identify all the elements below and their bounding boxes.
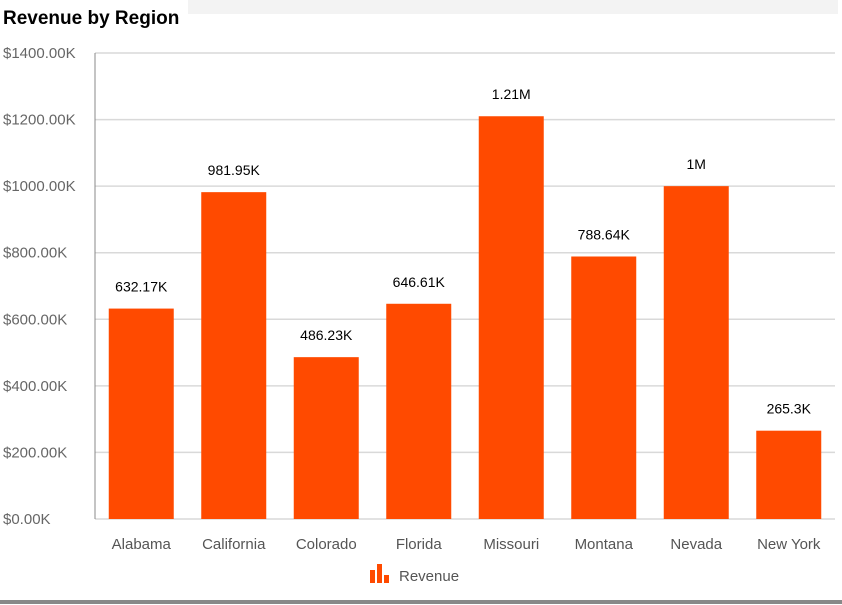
bottom-border [0,600,842,604]
legend-icon [370,570,375,583]
y-tick-label: $400.00K [3,378,67,395]
data-label: 1M [687,156,706,172]
data-label: 646.61K [393,274,446,290]
bar [756,430,822,519]
x-tick-label: Colorado [296,536,357,553]
y-tick-label: $0.00K [3,511,51,528]
x-tick-label: Alabama [112,536,172,553]
y-tick-label: $1200.00K [3,112,76,129]
x-tick-label: Florida [396,536,443,553]
data-label: 265.3K [767,401,812,417]
x-tick-label: Montana [575,536,634,553]
legend-label: Revenue [399,568,459,585]
bar [108,308,174,519]
y-tick-label: $200.00K [3,444,67,461]
legend-icon [377,564,382,583]
y-tick-label: $800.00K [3,245,67,262]
x-tick-label: Missouri [483,536,539,553]
data-label: 486.23K [300,327,353,343]
bar [201,192,267,519]
y-tick-label: $1400.00K [3,45,76,62]
bar [293,357,359,519]
bar [478,116,544,519]
x-tick-label: New York [757,536,821,553]
bar [571,256,637,519]
bar [663,186,729,519]
bar [386,303,452,519]
y-tick-label: $600.00K [3,311,67,328]
data-label: 632.17K [115,279,168,295]
legend-icon [384,575,389,583]
top-bar [188,0,838,14]
data-label: 981.95K [208,162,261,178]
y-tick-label: $1000.00K [3,178,76,195]
x-tick-label: Nevada [670,536,722,553]
x-tick-label: California [202,536,266,553]
data-label: 788.64K [578,226,631,242]
chart-title: Revenue by Region [3,8,180,29]
data-label: 1.21M [492,86,531,102]
